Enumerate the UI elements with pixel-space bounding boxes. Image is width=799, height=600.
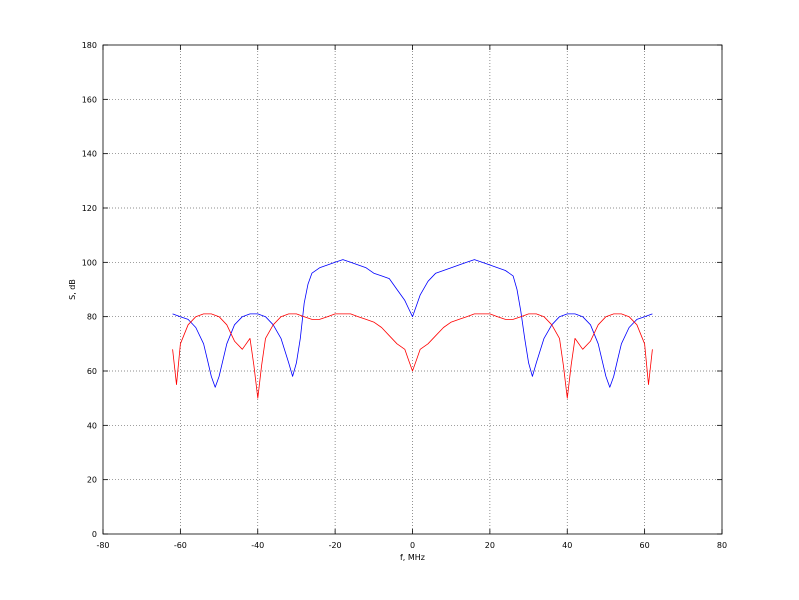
- y-tick-label: 80: [87, 313, 97, 322]
- x-tick-label: -40: [251, 541, 264, 550]
- y-axis-label: S, dB: [68, 279, 77, 300]
- x-tick-label: -60: [174, 541, 187, 550]
- x-tick-label: 60: [640, 541, 650, 550]
- x-tick-label: 20: [485, 541, 495, 550]
- y-tick-label: 60: [87, 367, 97, 376]
- series-line-2: [172, 313, 653, 399]
- series-group: [172, 259, 653, 399]
- x-tick-label: 40: [562, 541, 572, 550]
- y-tick-label: 140: [82, 150, 97, 159]
- y-tick-label: 120: [82, 204, 97, 213]
- x-axis-label: f, MHz: [400, 553, 425, 562]
- y-tick-label: 180: [82, 41, 97, 50]
- x-tick-label: 0: [410, 541, 415, 550]
- x-tick-label: -80: [96, 541, 109, 550]
- y-tick-label: 100: [82, 258, 97, 267]
- x-tick-label: 80: [717, 541, 727, 550]
- series-line-1: [172, 259, 653, 388]
- y-tick-label: 40: [87, 421, 97, 430]
- y-tick-label: 0: [92, 530, 97, 539]
- x-tick-label: -20: [329, 541, 342, 550]
- ticks: -80 -60 -40 -20 0 20 40 60 80 0 20 40 60 80 100 120 140 1…: [82, 41, 727, 550]
- y-tick-label: 20: [87, 476, 97, 485]
- y-tick-label: 160: [82, 95, 97, 104]
